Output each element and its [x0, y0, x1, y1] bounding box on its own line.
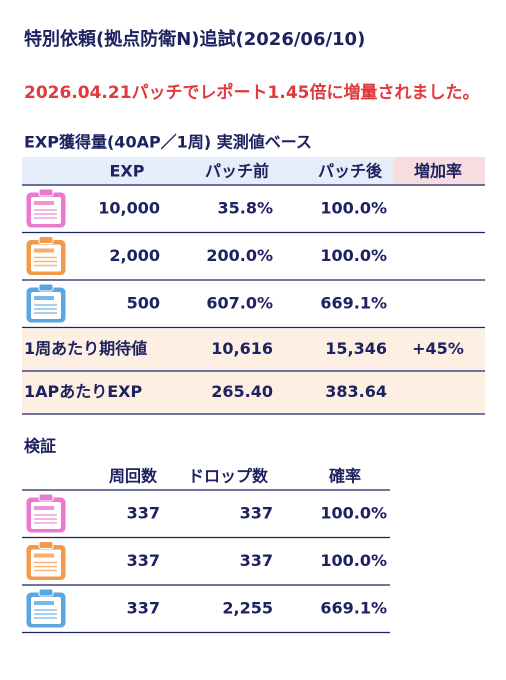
cell: 669.1%	[320, 294, 387, 313]
column-header: 周回数	[109, 467, 158, 486]
cell: 100.0%	[320, 246, 387, 265]
cell: 337	[127, 504, 160, 523]
icon	[38, 283, 54, 292]
cell: 10,000	[98, 199, 160, 218]
cell: 35.8%	[217, 199, 273, 218]
title: 特別依頼(拠点防衛N)追試(2026/06/10)	[24, 28, 365, 50]
cell: 100.0%	[320, 551, 387, 570]
icon	[34, 506, 54, 510]
icon	[34, 201, 54, 205]
summary-bg	[22, 329, 485, 370]
cell: 383.64	[325, 382, 387, 401]
cell: 10,616	[211, 339, 273, 358]
column-header: ドロップ数	[188, 467, 269, 486]
cell: 337	[240, 551, 273, 570]
cell: 100.0%	[320, 504, 387, 523]
cell: 669.1%	[320, 599, 387, 618]
cell: 2,255	[222, 599, 273, 618]
cell: 2,000	[109, 246, 160, 265]
cell: 337	[240, 504, 273, 523]
cell: 200.0%	[206, 246, 273, 265]
cell: 1周あたり期待値	[24, 339, 147, 358]
icon	[38, 188, 54, 197]
icon	[34, 601, 54, 605]
icon	[38, 493, 54, 502]
notice: 2026.04.21パッチでレポート1.45倍に増量されました。	[24, 82, 480, 103]
header-bg	[394, 157, 485, 185]
column-header: パッチ後	[318, 162, 383, 181]
column-header: パッチ前	[205, 162, 269, 181]
cell: 15,346	[325, 339, 387, 358]
icon	[38, 541, 54, 549]
cell: 500	[127, 294, 160, 313]
icon	[38, 236, 54, 244]
caption: EXP獲得量(40AP／1周) 実測値ベース	[24, 133, 312, 152]
column-header: 確率	[329, 467, 361, 486]
cell: 1APあたりEXP	[24, 382, 143, 401]
cell: 337	[127, 551, 160, 570]
cell: 100.0%	[320, 199, 387, 218]
header-bg	[22, 157, 394, 185]
cell: 607.0%	[206, 294, 273, 313]
caption: 検証	[24, 437, 56, 456]
icon	[34, 553, 54, 558]
column-header: EXP	[110, 162, 145, 181]
cell: +45%	[412, 339, 464, 358]
cell: 337	[127, 599, 160, 618]
icon	[38, 588, 54, 597]
icon	[34, 296, 54, 300]
cell: 265.40	[211, 382, 273, 401]
column-header: 増加率	[414, 162, 462, 181]
summary-bg	[22, 372, 485, 413]
icon	[34, 248, 54, 253]
